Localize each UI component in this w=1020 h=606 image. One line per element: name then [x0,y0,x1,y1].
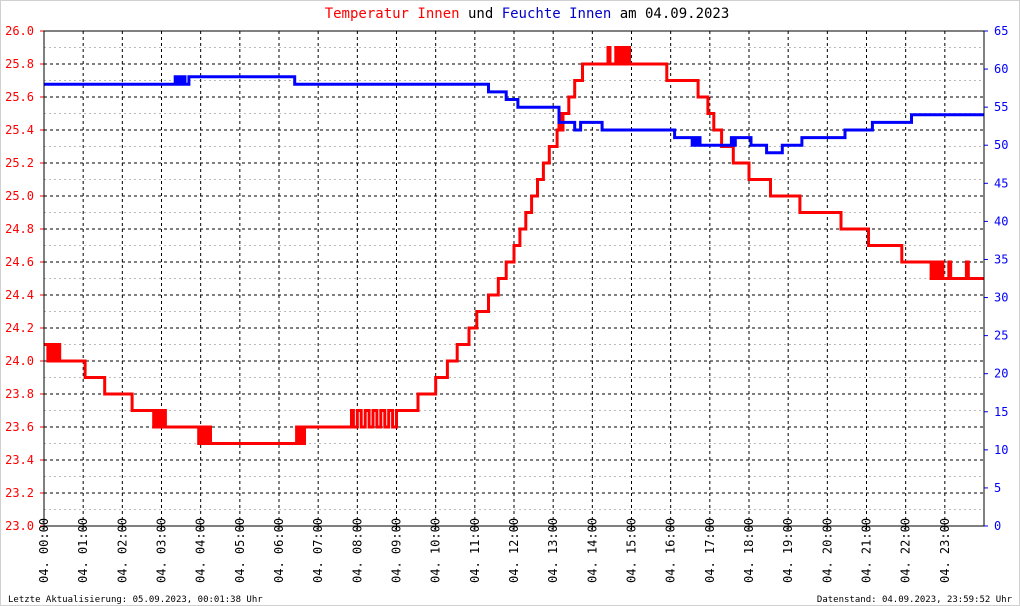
x-tick-label: 04. 18:00 [742,518,756,583]
grid [44,31,984,526]
left-tick-label: 24.4 [5,288,34,302]
x-tick-label: 04. 08:00 [350,518,364,583]
x-tick-label: 04. 23:00 [938,518,952,583]
right-tick-label: 20 [994,367,1008,381]
left-tick-label: 25.4 [5,123,34,137]
chart-title: Temperatur Innen und Feuchte Innen am 04… [325,6,730,22]
humidity-line [44,75,984,155]
x-tick-label: 04. 00:00 [37,518,51,583]
left-tick-label: 24.2 [5,321,34,335]
right-tick-label: 10 [994,443,1008,457]
series [44,46,984,445]
x-tick-label: 04. 01:00 [76,518,90,583]
right-tick-label: 60 [994,62,1008,76]
left-tick-label: 25.0 [5,189,34,203]
footer-data-status: Datenstand: 04.09.2023, 23:59:52 Uhr [817,595,1013,605]
x-tick-label: 04. 19:00 [781,518,795,583]
x-tick-label: 04. 21:00 [860,518,874,583]
x-tick-label: 04. 03:00 [155,518,169,583]
x-tick-label: 04. 05:00 [233,518,247,583]
title-part-date: am 04.09.2023 [611,6,729,22]
x-tick-label: 04. 07:00 [311,518,325,583]
title-part-und: und [460,6,502,22]
right-tick-label: 30 [994,291,1008,305]
left-tick-label: 24.6 [5,255,34,269]
x-tick-label: 04. 20:00 [820,518,834,583]
x-axis: 04. 00:00 04. 01:00 04. 02:00 04. 03:00 04. … [37,518,952,583]
title-part-humidity: Feuchte Innen [502,6,612,22]
right-y-axis: 0 5 10 15 20 25 30 35 40 45 50 55 60 65 [984,24,1008,533]
x-tick-label: 04. 14:00 [585,518,599,583]
left-tick-label: 23.0 [5,519,34,533]
right-tick-label: 40 [994,214,1008,228]
left-tick-label: 23.6 [5,420,34,434]
x-tick-label: 04. 13:00 [546,518,560,583]
x-tick-label: 04. 17:00 [703,518,717,583]
left-tick-label: 26.0 [5,24,34,38]
right-tick-label: 15 [994,405,1008,419]
left-tick-label: 25.2 [5,156,34,170]
x-tick-label: 04. 06:00 [272,518,286,583]
left-y-axis: 23.0 23.2 23.4 23.6 23.8 24.0 24.2 24.4 24.6 24.8… [5,24,44,533]
footer-last-update: Letzte Aktualisierung: 05.09.2023, 00:01… [8,595,263,605]
left-tick-label: 24.0 [5,354,34,368]
right-tick-label: 55 [994,100,1008,114]
left-tick-label: 23.4 [5,453,34,467]
right-tick-label: 35 [994,252,1008,266]
x-tick-label: 04. 09:00 [390,518,404,583]
right-tick-label: 0 [994,519,1001,533]
right-tick-label: 65 [994,24,1008,38]
title-part-temperature: Temperatur Innen [325,6,460,22]
x-tick-label: 04. 04:00 [194,518,208,583]
left-tick-label: 24.8 [5,222,34,236]
x-tick-label: 04. 10:00 [429,518,443,583]
x-tick-label: 04. 16:00 [664,518,678,583]
left-tick-label: 25.8 [5,57,34,71]
right-tick-label: 25 [994,329,1008,343]
x-tick-label: 04. 22:00 [899,518,913,583]
plot-frame [43,30,985,527]
left-tick-label: 23.2 [5,486,34,500]
x-tick-label: 04. 15:00 [625,518,639,583]
x-tick-label: 04. 12:00 [507,518,521,583]
x-tick-label: 04. 02:00 [115,518,129,583]
x-tick-label: 04. 11:00 [468,518,482,583]
right-tick-label: 50 [994,138,1008,152]
left-tick-label: 25.6 [5,90,34,104]
right-tick-label: 45 [994,176,1008,190]
temperature-line [44,46,984,445]
right-tick-label: 5 [994,481,1001,495]
left-tick-label: 23.8 [5,387,34,401]
